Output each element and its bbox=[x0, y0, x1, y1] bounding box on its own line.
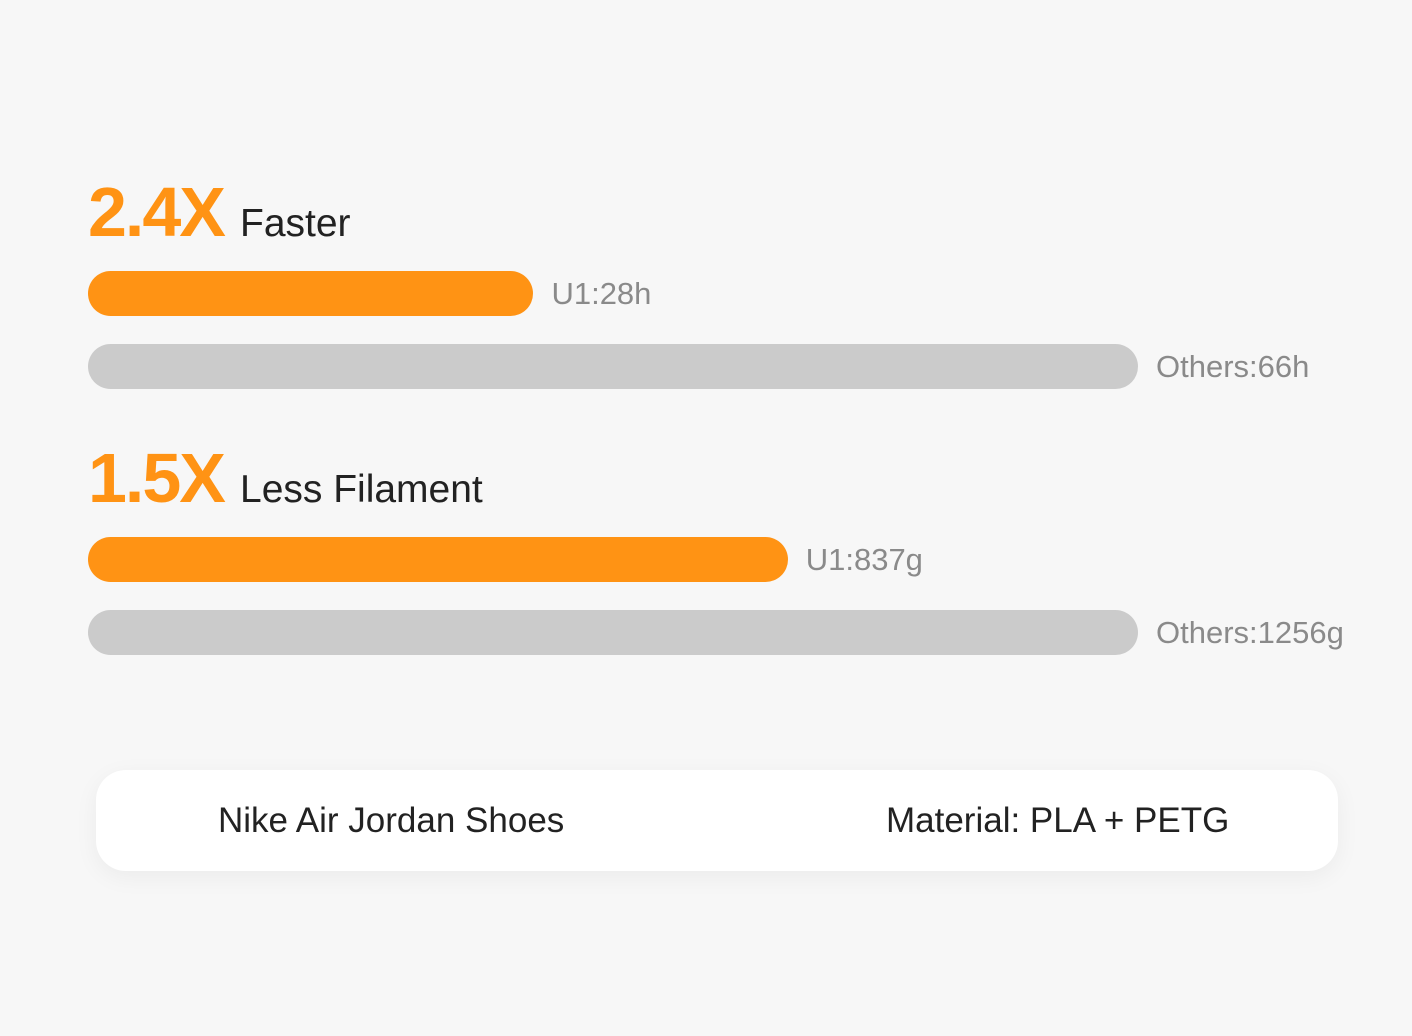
label-u1-filament: U1:837g bbox=[805, 542, 923, 577]
label-others-time: Others:66h bbox=[1156, 349, 1310, 384]
bar-others-time bbox=[88, 344, 1138, 389]
speed-multiplier: 2.4X bbox=[88, 173, 226, 251]
bar-u1-time bbox=[88, 271, 534, 316]
filament-heading: 1.5X Less Filament bbox=[88, 438, 483, 518]
bar-u1-filament bbox=[88, 537, 788, 582]
speed-subtitle: Faster bbox=[240, 202, 351, 245]
filament-subtitle: Less Filament bbox=[240, 468, 483, 511]
bar-others-filament bbox=[88, 610, 1138, 655]
speed-heading: 2.4X Faster bbox=[88, 172, 351, 252]
model-name: Nike Air Jordan Shoes bbox=[218, 801, 565, 840]
filament-multiplier: 1.5X bbox=[88, 439, 226, 517]
label-others-filament: Others:1256g bbox=[1156, 615, 1344, 650]
label-u1-time: U1:28h bbox=[551, 276, 652, 311]
info-card: Nike Air Jordan Shoes Material: PLA + PE… bbox=[96, 770, 1338, 871]
material-info: Material: PLA + PETG bbox=[886, 801, 1230, 840]
